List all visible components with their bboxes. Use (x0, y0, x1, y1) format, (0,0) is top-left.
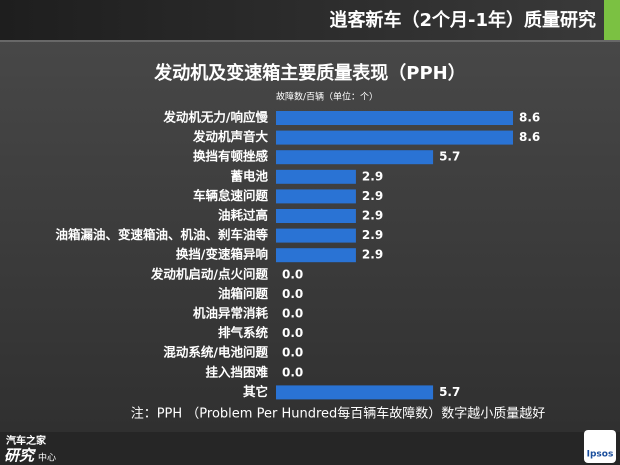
value-label: 0.0 (282, 326, 303, 340)
value-label: 5.7 (439, 150, 460, 164)
value-label: 2.9 (362, 189, 383, 203)
category-label: 发动机无力/响应慢 (162, 110, 268, 125)
footer-bar (0, 432, 620, 465)
category-label: 发动机启动/点火问题 (150, 266, 269, 281)
value-label: 0.0 (282, 307, 303, 321)
header-bar (0, 0, 620, 40)
logo-left-small: 中心 (38, 452, 56, 464)
value-label: 2.9 (362, 209, 383, 223)
category-label: 混动系统/电池问题 (163, 345, 268, 360)
category-label: 其它 (243, 384, 268, 399)
bar (276, 209, 356, 223)
value-label: 0.0 (282, 346, 303, 360)
value-label: 8.6 (519, 111, 540, 125)
header-accent (604, 0, 620, 40)
bar (276, 111, 513, 125)
category-label: 油耗过高 (218, 208, 268, 223)
logo-left-top: 汽车之家 (6, 434, 47, 447)
chart-subtitle: 故障数/百辆（单位：个） (276, 91, 378, 103)
value-label: 2.9 (362, 169, 383, 183)
category-label: 机油异常消耗 (193, 306, 269, 321)
logo-right-box (584, 430, 616, 463)
category-label: 挂入挡困难 (205, 364, 268, 379)
bar (276, 169, 356, 184)
category-label: 蓄电池 (230, 168, 268, 183)
value-label: 2.9 (362, 228, 383, 242)
category-label: 油箱问题 (218, 286, 269, 301)
category-label: 车辆怠速问题 (193, 188, 269, 203)
chart-title: 发动机及变速箱主要质量表现（PPH） (153, 62, 465, 84)
value-label: 8.6 (519, 130, 540, 144)
category-label: 换挡/变速箱异响 (176, 247, 268, 262)
chart-note: 注：PPH （Problem Per Hundred每百辆车故障数）数字越小质量… (131, 406, 546, 422)
value-label: 5.7 (439, 385, 460, 399)
value-label: 0.0 (282, 365, 303, 379)
bar (276, 130, 513, 145)
logo-right: Ipsos (587, 450, 614, 460)
category-label: 发动机声音大 (192, 129, 269, 144)
value-label: 0.0 (282, 287, 303, 301)
header-title: 逍客新车（2个月-1年）质量研究 (329, 9, 596, 31)
bar (276, 189, 356, 204)
value-label: 2.9 (362, 248, 383, 262)
category-label: 换挡有顿挫感 (193, 149, 269, 164)
bar (276, 248, 356, 263)
bar (276, 228, 356, 243)
bar (276, 150, 434, 165)
logo-left-bottom: 研究 (4, 447, 36, 465)
bar (276, 385, 434, 400)
category-label: 油箱漏油、变速箱油、机油、刹车油等 (55, 227, 268, 242)
value-label: 0.0 (282, 267, 303, 281)
category-label: 排气系统 (218, 325, 269, 340)
